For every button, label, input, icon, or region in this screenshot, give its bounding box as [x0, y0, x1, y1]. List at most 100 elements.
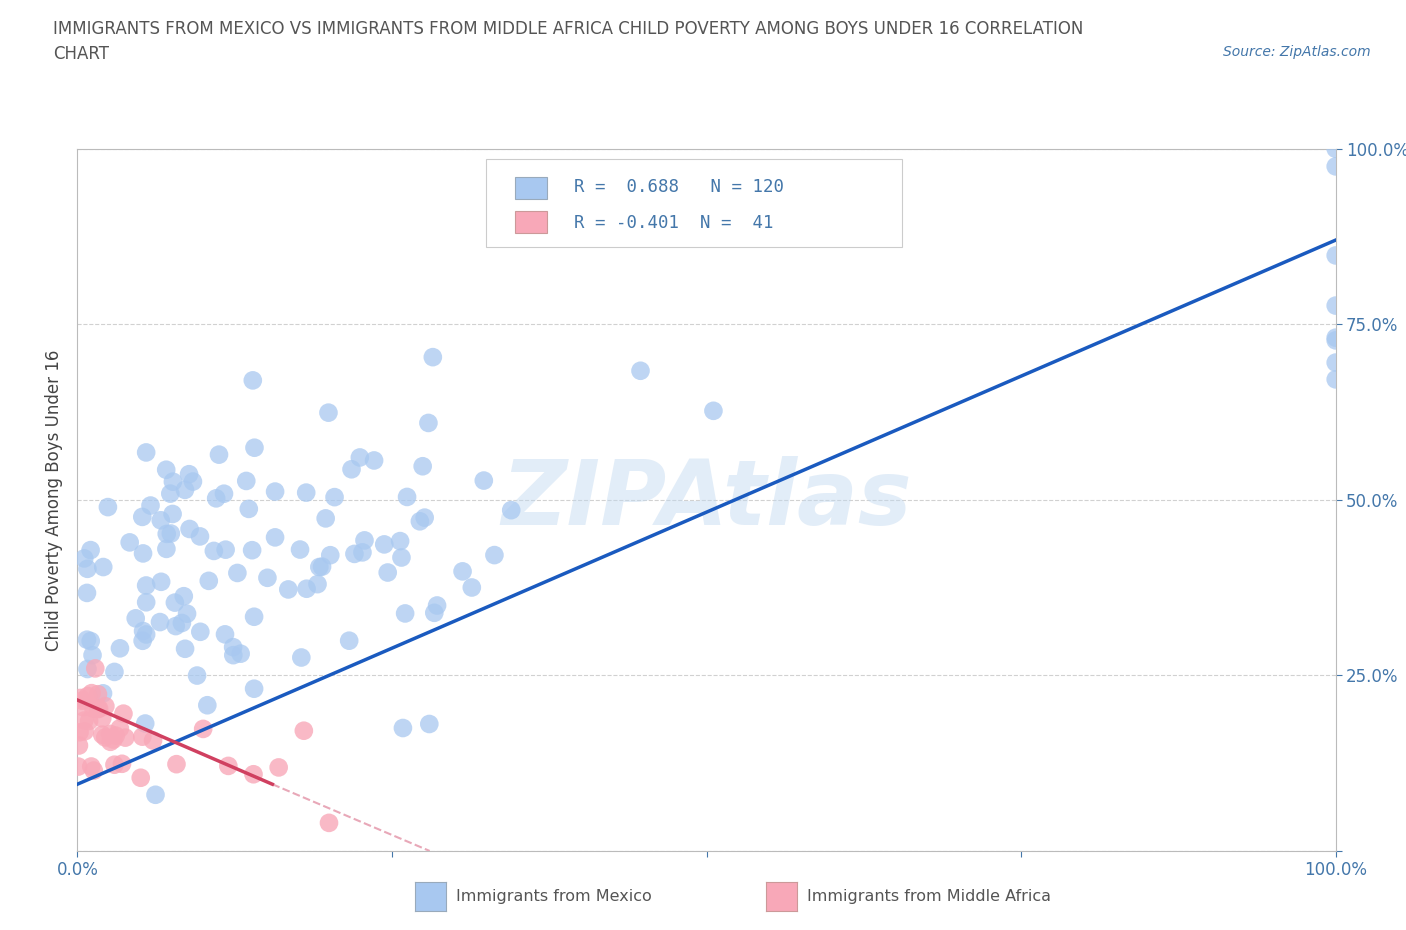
Point — [484, 548, 506, 563]
Point — [340, 462, 363, 477]
Point — [118, 535, 141, 550]
Point — [69, 724, 91, 739]
Point — [240, 543, 263, 558]
Point — [1324, 355, 1347, 370]
Point — [295, 581, 318, 596]
Point — [125, 611, 148, 626]
Point — [76, 562, 98, 577]
Text: IMMIGRANTS FROM MEXICO VS IMMIGRANTS FROM MIDDLE AFRICA CHILD POVERTY AMONG BOYS: IMMIGRANTS FROM MEXICO VS IMMIGRANTS FRO… — [53, 20, 1084, 38]
Point — [288, 542, 311, 557]
Point — [176, 606, 198, 621]
Point — [318, 405, 340, 420]
Point — [73, 551, 96, 565]
Point — [389, 534, 412, 549]
Point — [242, 373, 264, 388]
Point — [226, 565, 249, 580]
Point — [186, 668, 208, 683]
Point — [142, 733, 165, 748]
Point — [104, 728, 127, 743]
Text: CHART: CHART — [53, 45, 110, 62]
Point — [311, 559, 333, 574]
Point — [318, 816, 340, 830]
Point — [1324, 159, 1347, 174]
Point — [212, 486, 235, 501]
Point — [131, 510, 153, 525]
Text: Source: ZipAtlas.com: Source: ZipAtlas.com — [1223, 45, 1371, 59]
Point — [315, 511, 337, 525]
Point — [159, 486, 181, 501]
Point — [205, 491, 228, 506]
Point — [188, 529, 211, 544]
Point — [208, 447, 231, 462]
Point — [418, 716, 440, 731]
Point — [91, 711, 114, 725]
Point — [87, 701, 110, 716]
Point — [76, 586, 98, 601]
Point — [451, 564, 474, 578]
Point — [295, 485, 318, 500]
Point — [162, 474, 184, 489]
Point — [91, 727, 114, 742]
FancyBboxPatch shape — [486, 159, 901, 247]
Point — [150, 575, 173, 590]
Point — [98, 726, 121, 741]
Point — [134, 716, 156, 731]
Point — [222, 647, 245, 662]
Point — [1324, 333, 1347, 348]
Point — [87, 686, 110, 701]
Point — [166, 757, 188, 772]
Point — [267, 760, 290, 775]
Text: R =  0.688   N = 120: R = 0.688 N = 120 — [575, 179, 785, 196]
Point — [69, 691, 91, 706]
Point — [394, 606, 416, 621]
Point — [352, 545, 374, 560]
Point — [1324, 141, 1347, 156]
Point — [472, 473, 495, 488]
Point — [76, 661, 98, 676]
Point — [160, 526, 183, 541]
Point — [77, 713, 100, 728]
Point — [413, 511, 436, 525]
Point — [422, 350, 444, 365]
Point — [396, 489, 419, 504]
Point — [135, 627, 157, 642]
Point — [238, 501, 260, 516]
Point — [418, 416, 440, 431]
Point — [76, 688, 98, 703]
Point — [363, 453, 385, 468]
Point — [83, 764, 105, 778]
Point — [222, 640, 245, 655]
Y-axis label: Child Poverty Among Boys Under 16: Child Poverty Among Boys Under 16 — [45, 349, 63, 651]
Point — [197, 574, 219, 589]
Point — [135, 595, 157, 610]
Point — [702, 404, 724, 418]
Point — [217, 759, 239, 774]
Point — [292, 724, 315, 738]
Point — [229, 646, 252, 661]
Point — [1324, 299, 1347, 313]
Text: R = -0.401  N =  41: R = -0.401 N = 41 — [575, 214, 773, 232]
Point — [377, 565, 399, 580]
Point — [73, 724, 96, 738]
FancyBboxPatch shape — [515, 178, 547, 199]
Point — [80, 633, 103, 648]
Text: Immigrants from Middle Africa: Immigrants from Middle Africa — [807, 889, 1052, 904]
Point — [149, 615, 172, 630]
Point — [181, 474, 204, 489]
Point — [412, 458, 434, 473]
Point — [373, 537, 395, 551]
Point — [243, 609, 266, 624]
Point — [108, 721, 131, 736]
Point — [131, 729, 153, 744]
Point — [162, 507, 184, 522]
Point — [308, 560, 330, 575]
Point — [277, 582, 299, 597]
Point — [103, 732, 125, 747]
Point — [80, 685, 103, 700]
Point — [337, 633, 360, 648]
Point — [80, 759, 103, 774]
Point — [174, 483, 197, 498]
Point — [91, 686, 114, 701]
Point — [290, 650, 312, 665]
Point — [501, 503, 523, 518]
